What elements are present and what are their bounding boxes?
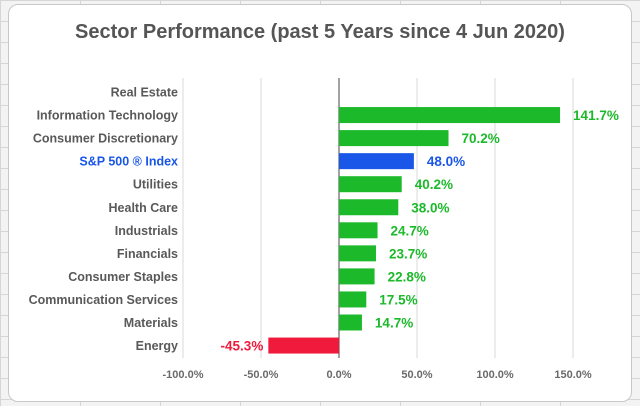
value-label: -45.3% — [221, 339, 264, 354]
value-label: 22.8% — [388, 269, 426, 284]
bar[interactable] — [339, 222, 378, 239]
x-tick-label: 100.0% — [476, 369, 514, 381]
category-label: Financials — [117, 247, 178, 261]
value-label: 14.7% — [375, 316, 413, 331]
category-label: Industrials — [115, 224, 178, 238]
value-label: 48.0% — [427, 154, 465, 169]
value-label: 38.0% — [411, 200, 449, 215]
x-tick-label: 150.0% — [554, 369, 592, 381]
bar[interactable] — [339, 268, 375, 285]
category-label: Real Estate — [111, 86, 178, 100]
bar[interactable] — [339, 153, 414, 170]
value-label: 141.7% — [573, 108, 619, 123]
category-label: Information Technology — [37, 109, 178, 123]
category-label: S&P 500 ® Index — [79, 155, 178, 169]
category-label: Energy — [136, 339, 178, 353]
x-tick-label: -100.0% — [163, 369, 204, 381]
x-tick-label: -50.0% — [244, 369, 279, 381]
bar[interactable] — [339, 314, 362, 331]
label-layer: Real Estate Information Technology 141.7% C… — [29, 86, 619, 354]
bar[interactable] — [268, 337, 339, 354]
category-label: Consumer Discretionary — [33, 132, 178, 146]
bar[interactable] — [339, 107, 561, 124]
value-label: 17.5% — [379, 292, 417, 307]
x-tick-label: 50.0% — [401, 369, 432, 381]
bar-layer — [268, 107, 561, 354]
tick-layer: -100.0% -50.0% 0.0% 50.0% 100.0% 150.0% — [163, 369, 592, 381]
category-label: Communication Services — [29, 293, 178, 307]
x-tick-label: 0.0% — [326, 369, 351, 381]
category-label: Materials — [124, 316, 178, 330]
value-label: 40.2% — [415, 177, 453, 192]
value-label: 70.2% — [462, 131, 500, 146]
value-label: 24.7% — [391, 223, 429, 238]
grid-layer — [182, 78, 574, 358]
category-label: Utilities — [133, 178, 178, 192]
chart-title: Sector Performance (past 5 Years since 4… — [75, 21, 565, 43]
chart-card[interactable] — [8, 4, 632, 402]
bar[interactable] — [339, 245, 376, 262]
bar[interactable] — [339, 130, 449, 147]
category-label: Health Care — [109, 201, 179, 215]
bar[interactable] — [339, 176, 402, 193]
value-label: 23.7% — [389, 246, 427, 261]
bar[interactable] — [339, 291, 367, 308]
category-label: Consumer Staples — [68, 270, 178, 284]
bar[interactable] — [339, 199, 399, 216]
